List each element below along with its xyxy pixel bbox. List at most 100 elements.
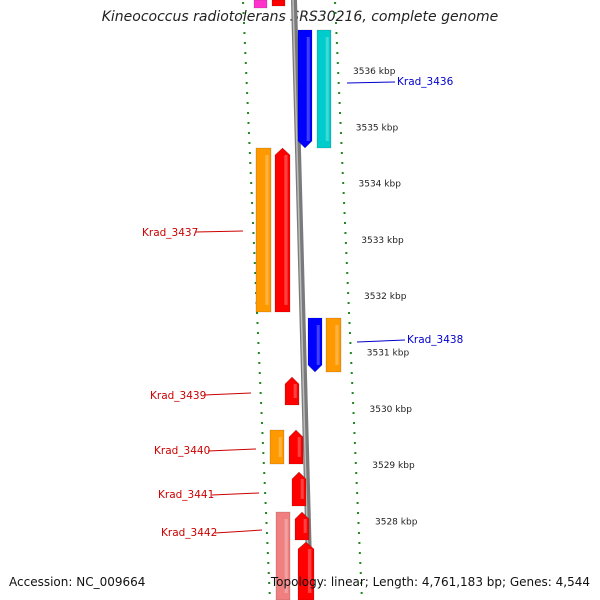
tick-mark [244,52,247,54]
tick-mark [360,582,363,584]
kbp-scale-labels: 3536 kbp 3535 kbp 3534 kbp 3533 kbp 3532 kbp… [353,67,418,527]
tick-mark [353,442,356,444]
tick-mark [256,312,259,314]
accession-text: Accession: NC_009664 [9,575,146,589]
tick-mark [242,2,245,4]
gene-block [288,429,304,465]
tick-mark [242,12,245,14]
gene-features [253,0,342,600]
gene-block [307,317,323,373]
left-tick-track [242,2,271,594]
tick-mark [357,512,360,514]
tick-mark [249,172,252,174]
tick-mark [337,82,340,84]
tick-mark [251,222,254,224]
tick-mark [334,22,337,24]
gene-label: Krad_3442 [161,527,217,539]
tick-mark [348,312,351,314]
tick-mark [349,342,352,344]
tick-mark [354,462,357,464]
tick-mark [264,492,267,494]
gene-block [316,29,332,149]
gene-label: Krad_3438 [407,334,463,346]
tick-mark [353,432,356,434]
gene-label-leader [346,81,396,84]
tick-mark [355,482,358,484]
genome-title: Kineococcus radiotolerans SRS30216, comp… [101,9,499,25]
tick-mark [349,352,352,354]
tick-mark [359,562,362,564]
kbp-label: 3532 kbp [364,292,407,302]
gene-labels: Krad_3436 Krad_3437 Krad_3438 Krad_3439 Krad… [142,76,463,539]
kbp-label: 3530 kbp [370,405,413,415]
tick-mark [267,562,270,564]
tick-mark [350,372,353,374]
tick-mark [343,202,346,204]
tick-mark [344,242,347,244]
kbp-label: 3529 kbp [372,461,415,471]
tick-mark [258,372,261,374]
tick-mark [254,282,257,284]
tick-mark [348,332,351,334]
tick-mark [252,242,255,244]
tick-mark [246,92,249,94]
tick-mark [258,362,261,364]
gene-block [274,147,291,313]
tick-mark [351,382,354,384]
tick-mark [263,482,266,484]
tick-mark [257,352,260,354]
tick-mark [260,402,263,404]
tick-mark [250,192,253,194]
gene-block [291,471,307,507]
tick-mark [334,12,337,14]
tick-mark [244,62,247,64]
tick-mark [339,112,342,114]
tick-mark [346,282,349,284]
tick-mark [340,152,343,154]
tick-mark [243,42,246,44]
tick-mark [338,102,341,104]
tick-mark [252,232,255,234]
tick-mark [348,322,351,324]
tick-mark [347,302,350,304]
tick-mark [341,162,344,164]
tick-mark [247,132,250,134]
tick-mark [350,362,353,364]
gene-block [269,429,285,465]
tick-mark [335,32,338,34]
tick-mark [242,22,245,24]
tick-mark [245,72,248,74]
tick-mark [342,182,345,184]
tick-mark [359,572,362,574]
tick-mark [336,62,339,64]
tick-mark [339,132,342,134]
tick-mark [259,382,262,384]
tick-mark [265,532,268,534]
tick-mark [262,462,265,464]
gene-block [297,541,315,600]
right-tick-track [334,2,363,594]
tick-mark [346,272,349,274]
tick-mark [266,542,269,544]
tick-mark [339,122,342,124]
tick-mark [245,82,248,84]
gene-block [271,0,286,7]
tick-mark [356,492,359,494]
tick-mark [253,252,256,254]
gene-label-leader [207,448,257,452]
tick-mark [264,502,267,504]
gene-label-leader [203,392,252,396]
tick-mark [352,422,355,424]
tick-mark [251,202,254,204]
tick-mark [343,222,346,224]
tick-mark [336,52,339,54]
tick-mark [334,2,337,4]
tick-mark [250,182,253,184]
tick-mark [261,442,264,444]
tick-mark [265,512,268,514]
tick-mark [355,472,358,474]
tick-mark [251,212,254,214]
tick-mark [261,432,264,434]
tick-mark [341,172,344,174]
